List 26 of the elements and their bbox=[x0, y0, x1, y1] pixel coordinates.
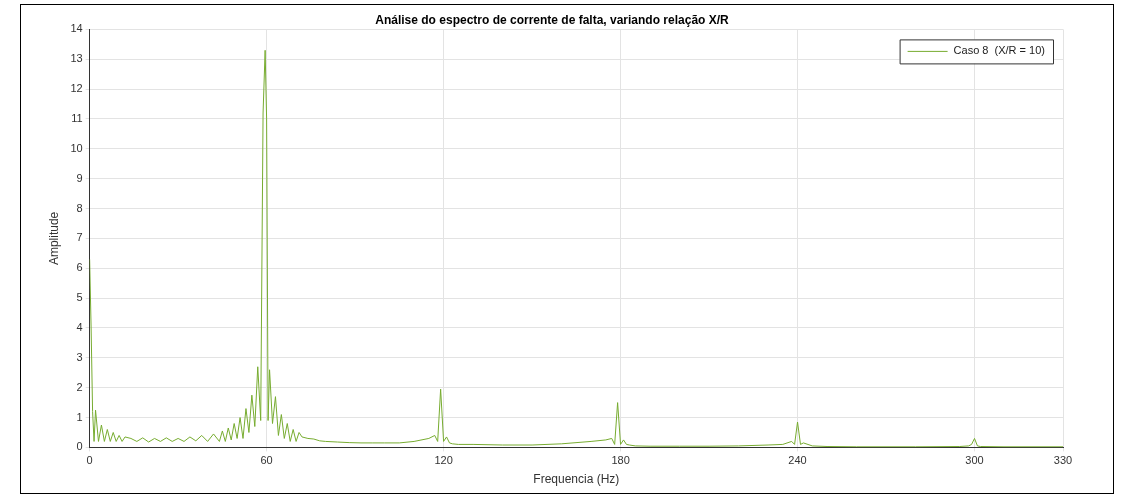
x-tick-label: 180 bbox=[611, 454, 630, 467]
chart-title: Análise do espectro de corrente de falta, variando relação X/R bbox=[375, 12, 730, 27]
y-tick-label: 7 bbox=[76, 231, 83, 244]
x-tick-label: 120 bbox=[434, 454, 453, 467]
y-tick-label: 12 bbox=[70, 82, 83, 95]
y-tick-label: 5 bbox=[76, 291, 83, 304]
y-tick-label: 13 bbox=[70, 52, 83, 65]
y-axis-title: Amplitude bbox=[46, 211, 61, 266]
x-tick-label: 300 bbox=[965, 454, 984, 467]
legend-label: Caso 8 (X/R = 10) bbox=[953, 44, 1046, 57]
y-tick-label: 4 bbox=[76, 321, 83, 333]
y-tick-label: 3 bbox=[76, 350, 83, 363]
x-tick-label: 0 bbox=[86, 454, 93, 467]
x-axis-title: Frequencia (Hz) bbox=[533, 472, 620, 487]
y-tick-label: 10 bbox=[70, 141, 83, 154]
y-tick-label: 11 bbox=[71, 112, 83, 124]
y-tick-label: 14 bbox=[70, 22, 83, 35]
y-tick-label: 0 bbox=[76, 440, 83, 453]
x-tick-label: 60 bbox=[260, 454, 273, 467]
x-tick-label: 330 bbox=[1053, 454, 1073, 467]
y-tick-label: 8 bbox=[76, 201, 83, 214]
y-tick-label: 6 bbox=[76, 261, 83, 274]
y-tick-label: 9 bbox=[76, 171, 83, 184]
y-tick-label: 1 bbox=[76, 410, 83, 423]
x-tick-label: 240 bbox=[788, 454, 807, 467]
y-tick-label: 2 bbox=[76, 380, 83, 393]
